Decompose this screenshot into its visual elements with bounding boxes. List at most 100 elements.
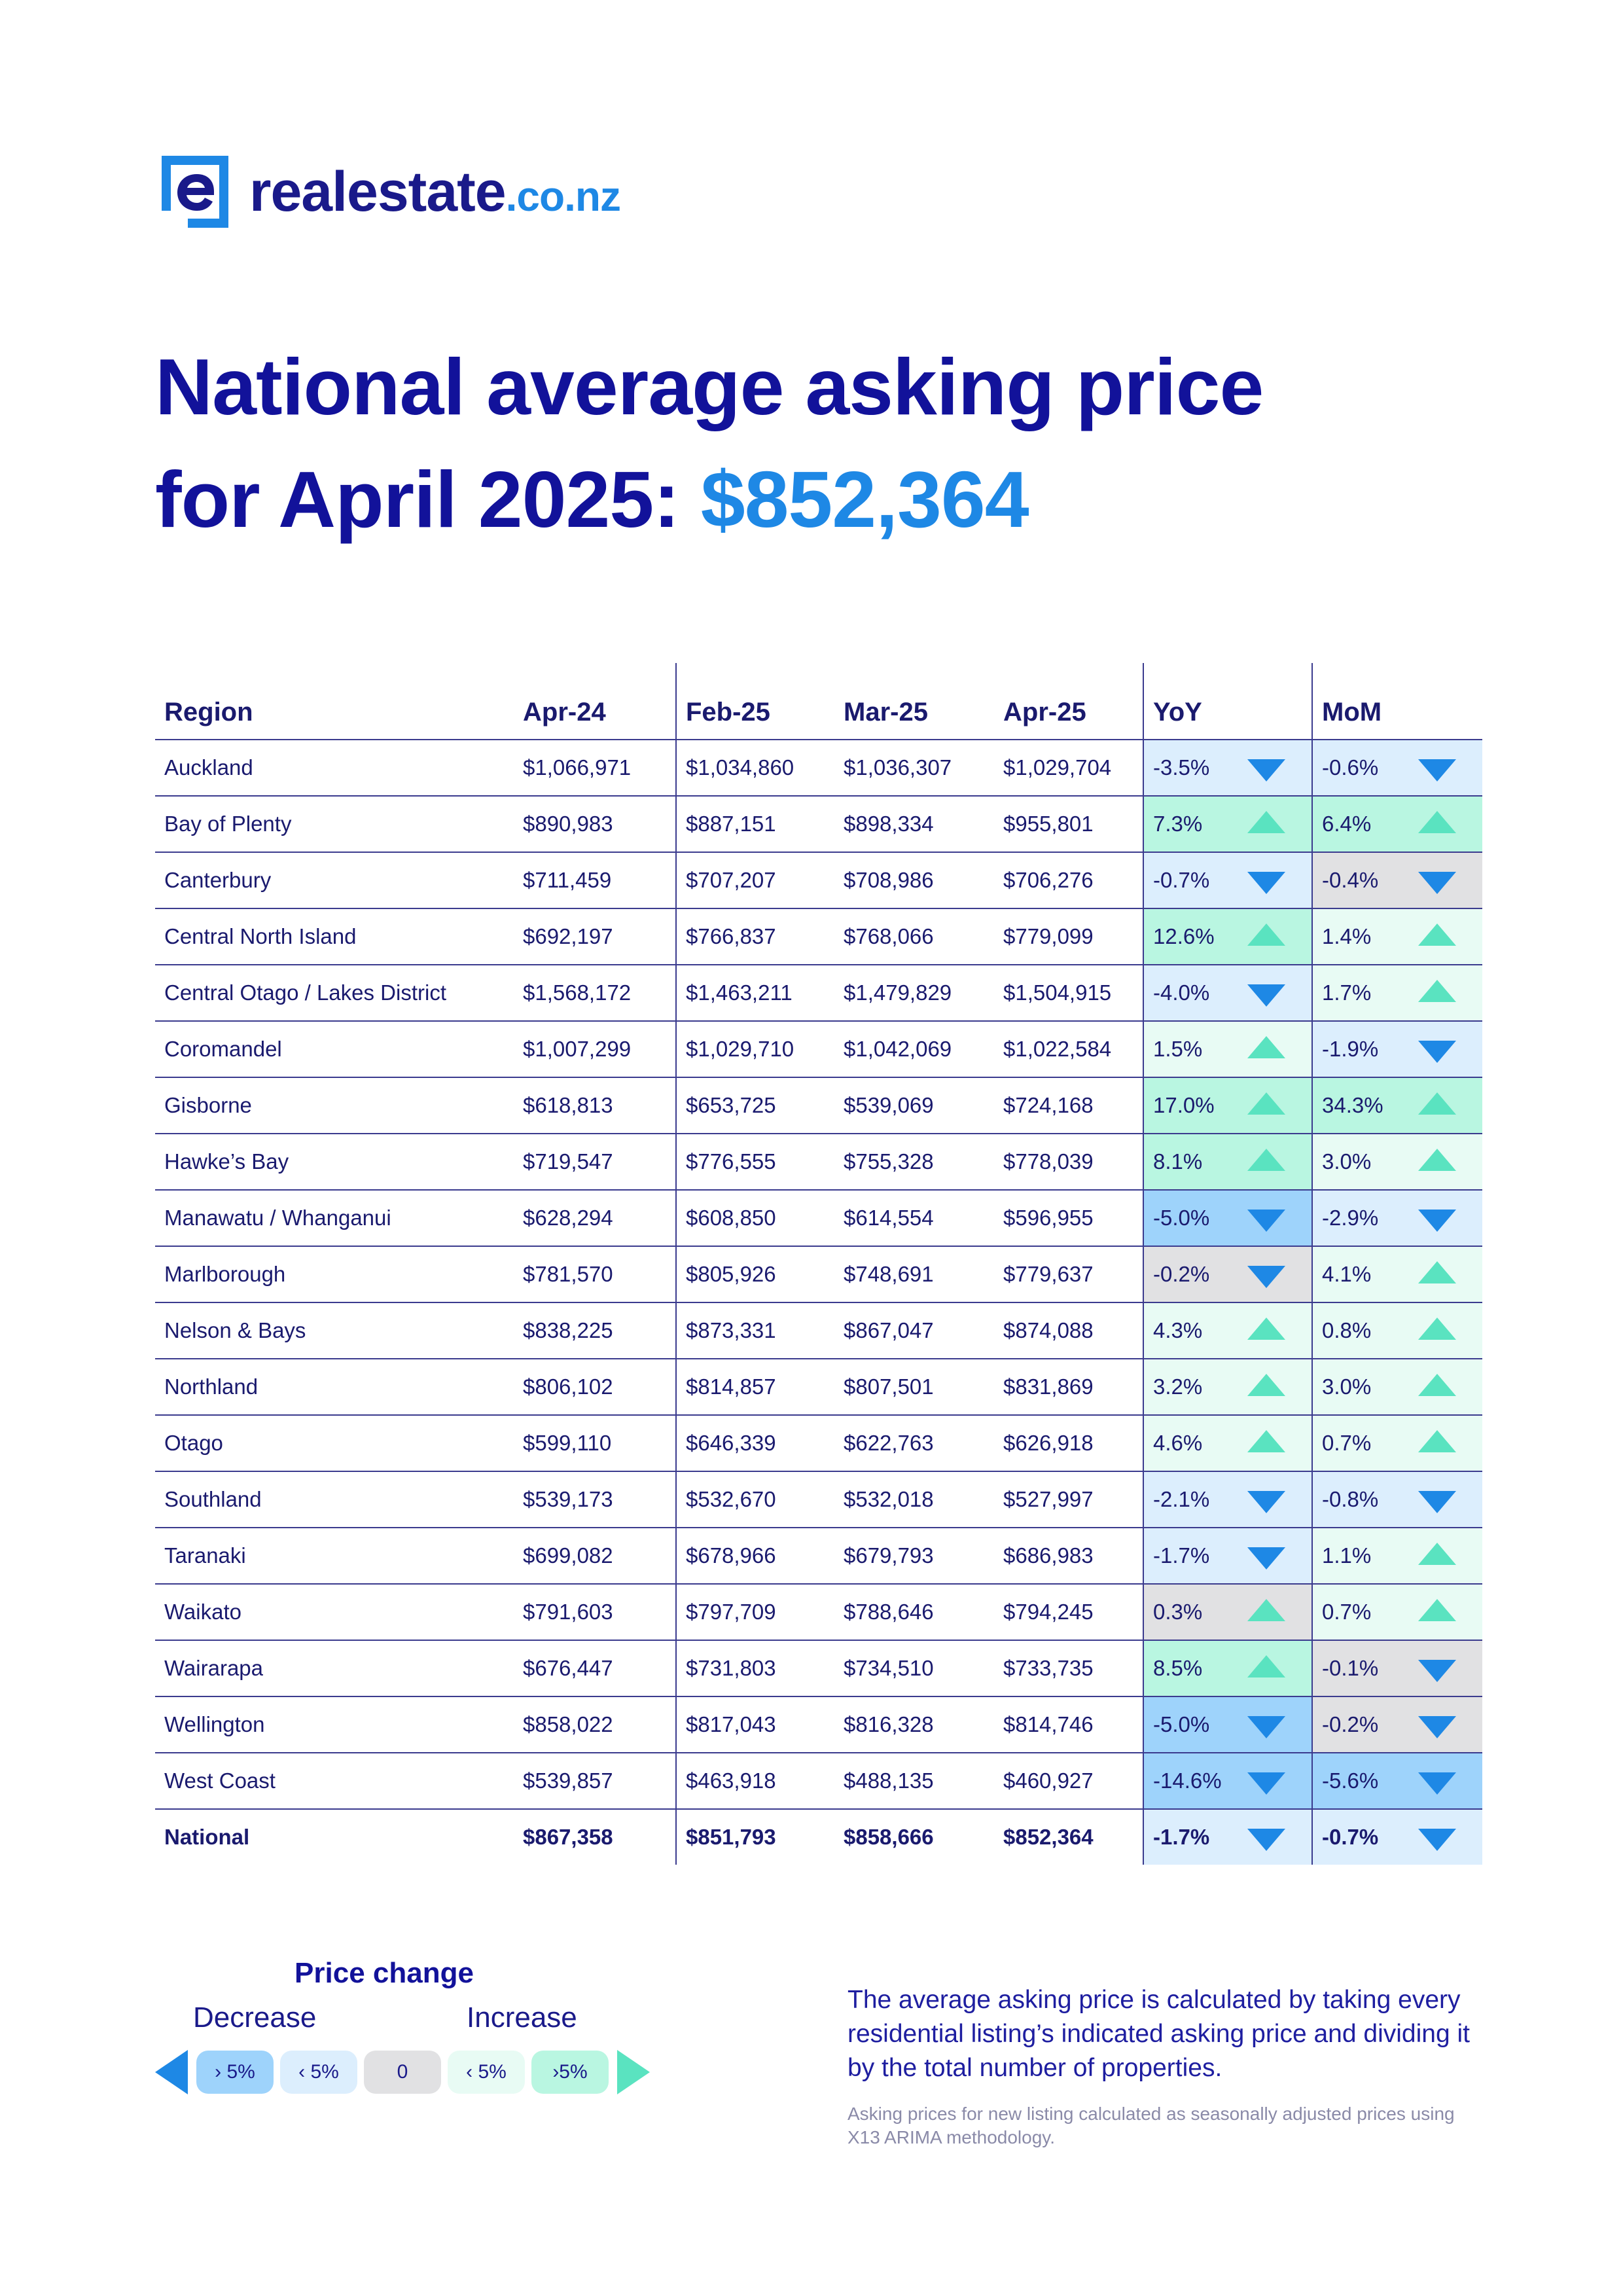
mom-cell: 3.0%	[1311, 1134, 1482, 1191]
yoy-cell-value: 7.3%	[1153, 812, 1203, 836]
region-cell: Southland	[155, 1471, 514, 1528]
mom-cell: -0.4%	[1311, 852, 1482, 909]
legend-increase-label: Increase	[467, 2001, 577, 2034]
apr25-cell: $779,637	[994, 1246, 1143, 1303]
apr24-cell: $838,225	[514, 1302, 676, 1359]
yoy-cell-value: 17.0%	[1153, 1093, 1215, 1117]
table-row: Otago $599,110 $646,339 $622,763 $626,918 4.6…	[155, 1415, 1482, 1472]
mom-cell: 1.1%	[1311, 1528, 1482, 1585]
mom-cell-value: 4.1%	[1322, 1262, 1372, 1286]
yoy-cell-value: -5.0%	[1153, 1712, 1210, 1736]
yoy-cell-value: -3.5%	[1153, 755, 1210, 780]
mar25-cell: $1,036,307	[834, 740, 994, 797]
yoy-cell-value: 3.2%	[1153, 1374, 1203, 1399]
table-row: Coromandel $1,007,299 $1,029,710 $1,042,069…	[155, 1021, 1482, 1078]
feb25-cell: $873,331	[675, 1302, 834, 1359]
mar25-cell: $734,510	[834, 1640, 994, 1697]
mar25-cell: $622,763	[834, 1415, 994, 1472]
mom-cell-value: -0.8%	[1322, 1487, 1379, 1511]
triangle-up-icon	[1247, 1036, 1285, 1058]
apr24-cell: $618,813	[514, 1077, 676, 1134]
apr25-cell: $794,245	[994, 1584, 1143, 1641]
triangle-down-icon	[1247, 1772, 1285, 1795]
triangle-up-icon	[1418, 1430, 1456, 1452]
yoy-cell-value: -5.0%	[1153, 1206, 1210, 1230]
region-cell: Coromandel	[155, 1021, 514, 1078]
yoy-cell: 4.3%	[1143, 1302, 1312, 1359]
yoy-cell: 1.5%	[1143, 1021, 1312, 1078]
apr25-cell: $874,088	[994, 1302, 1143, 1359]
apr25-cell: $460,927	[994, 1753, 1143, 1810]
mom-cell: 0.7%	[1311, 1415, 1482, 1472]
feb25-cell: $463,918	[675, 1753, 834, 1810]
triangle-down-icon	[1247, 1210, 1285, 1232]
legend-decrease-label: Decrease	[193, 2001, 317, 2034]
yoy-cell: -0.2%	[1143, 1246, 1312, 1303]
page-title: National average asking price for April …	[155, 342, 1264, 544]
triangle-up-icon	[1418, 1318, 1456, 1340]
apr24-cell: $699,082	[514, 1528, 676, 1585]
mom-cell-value: 1.4%	[1322, 924, 1372, 948]
yoy-cell-value: -0.2%	[1153, 1262, 1210, 1286]
mom-cell: -5.6%	[1311, 1753, 1482, 1810]
yoy-cell-value: 8.5%	[1153, 1656, 1203, 1680]
apr24-cell: $539,857	[514, 1753, 676, 1810]
triangle-up-icon	[1418, 924, 1456, 946]
triangle-up-icon	[1418, 980, 1456, 1002]
yoy-cell: 3.2%	[1143, 1359, 1312, 1416]
region-cell: Central Otago / Lakes District	[155, 965, 514, 1022]
region-cell: Nelson & Bays	[155, 1302, 514, 1359]
mom-cell-value: 1.7%	[1322, 980, 1372, 1005]
mar25-cell: $898,334	[834, 796, 994, 853]
triangle-up-icon	[1418, 811, 1456, 833]
table-row: Wellington $858,022 $817,043 $816,328 $814,7…	[155, 1696, 1482, 1753]
mar25-cell: $679,793	[834, 1528, 994, 1585]
triangle-down-icon	[1418, 1660, 1456, 1682]
apr25-cell: $1,029,704	[994, 740, 1143, 797]
triangle-down-icon	[1247, 1266, 1285, 1288]
yoy-cell: -5.0%	[1143, 1696, 1312, 1753]
table-row: Bay of Plenty $890,983 $887,151 $898,334 $95…	[155, 796, 1482, 853]
yoy-cell-value: -14.6%	[1153, 1768, 1222, 1793]
apr24-cell: $599,110	[514, 1415, 676, 1472]
apr25-cell: $1,022,584	[994, 1021, 1143, 1078]
mom-cell-value: 0.7%	[1322, 1431, 1372, 1455]
legend-pill-decrease: ‹ 5%	[280, 2051, 357, 2094]
triangle-down-icon	[1247, 1491, 1285, 1513]
region-cell: Central North Island	[155, 908, 514, 965]
apr24-cell: $719,547	[514, 1134, 676, 1191]
note-small: Asking prices for new listing calculated…	[847, 2104, 1455, 2147]
feb25-cell: $707,207	[675, 852, 834, 909]
apr25-cell: $733,735	[994, 1640, 1143, 1697]
mar25-cell: $1,042,069	[834, 1021, 994, 1078]
feb25-cell: $805,926	[675, 1246, 834, 1303]
mom-cell: -1.9%	[1311, 1021, 1482, 1078]
note-main: The average asking price is calculated b…	[847, 1986, 1470, 2082]
apr25-cell: $686,983	[994, 1528, 1143, 1585]
legend-pill-increase-big: ›5%	[531, 2051, 609, 2094]
mom-cell-value: 0.8%	[1322, 1318, 1372, 1342]
mar25-cell: $858,666	[844, 1825, 934, 1849]
yoy-cell-value: -1.7%	[1153, 1825, 1210, 1849]
triangle-up-icon	[1247, 1430, 1285, 1452]
mar25-cell: $816,328	[834, 1696, 994, 1753]
region-cell: Bay of Plenty	[155, 796, 514, 853]
apr25-cell: $706,276	[994, 852, 1143, 909]
yoy-cell: -14.6%	[1143, 1753, 1312, 1810]
apr24-cell: $1,066,971	[514, 740, 676, 797]
mom-cell-value: 1.1%	[1322, 1543, 1372, 1568]
region-cell: Wairarapa	[155, 1640, 514, 1697]
arrow-right-icon	[617, 2050, 650, 2094]
region-cell: Hawke’s Bay	[155, 1134, 514, 1191]
feb25-cell: $1,029,710	[675, 1021, 834, 1078]
mom-cell-value: 0.7%	[1322, 1600, 1372, 1624]
mom-cell: 0.8%	[1311, 1302, 1482, 1359]
triangle-down-icon	[1418, 759, 1456, 781]
header-apr24: Apr-24	[514, 663, 676, 740]
triangle-down-icon	[1418, 1716, 1456, 1738]
yoy-cell-value: -1.7%	[1153, 1543, 1210, 1568]
yoy-cell: -0.7%	[1143, 852, 1312, 909]
feb25-cell: $653,725	[675, 1077, 834, 1134]
feb25-cell: $797,709	[675, 1584, 834, 1641]
feb25-cell: $766,837	[675, 908, 834, 965]
